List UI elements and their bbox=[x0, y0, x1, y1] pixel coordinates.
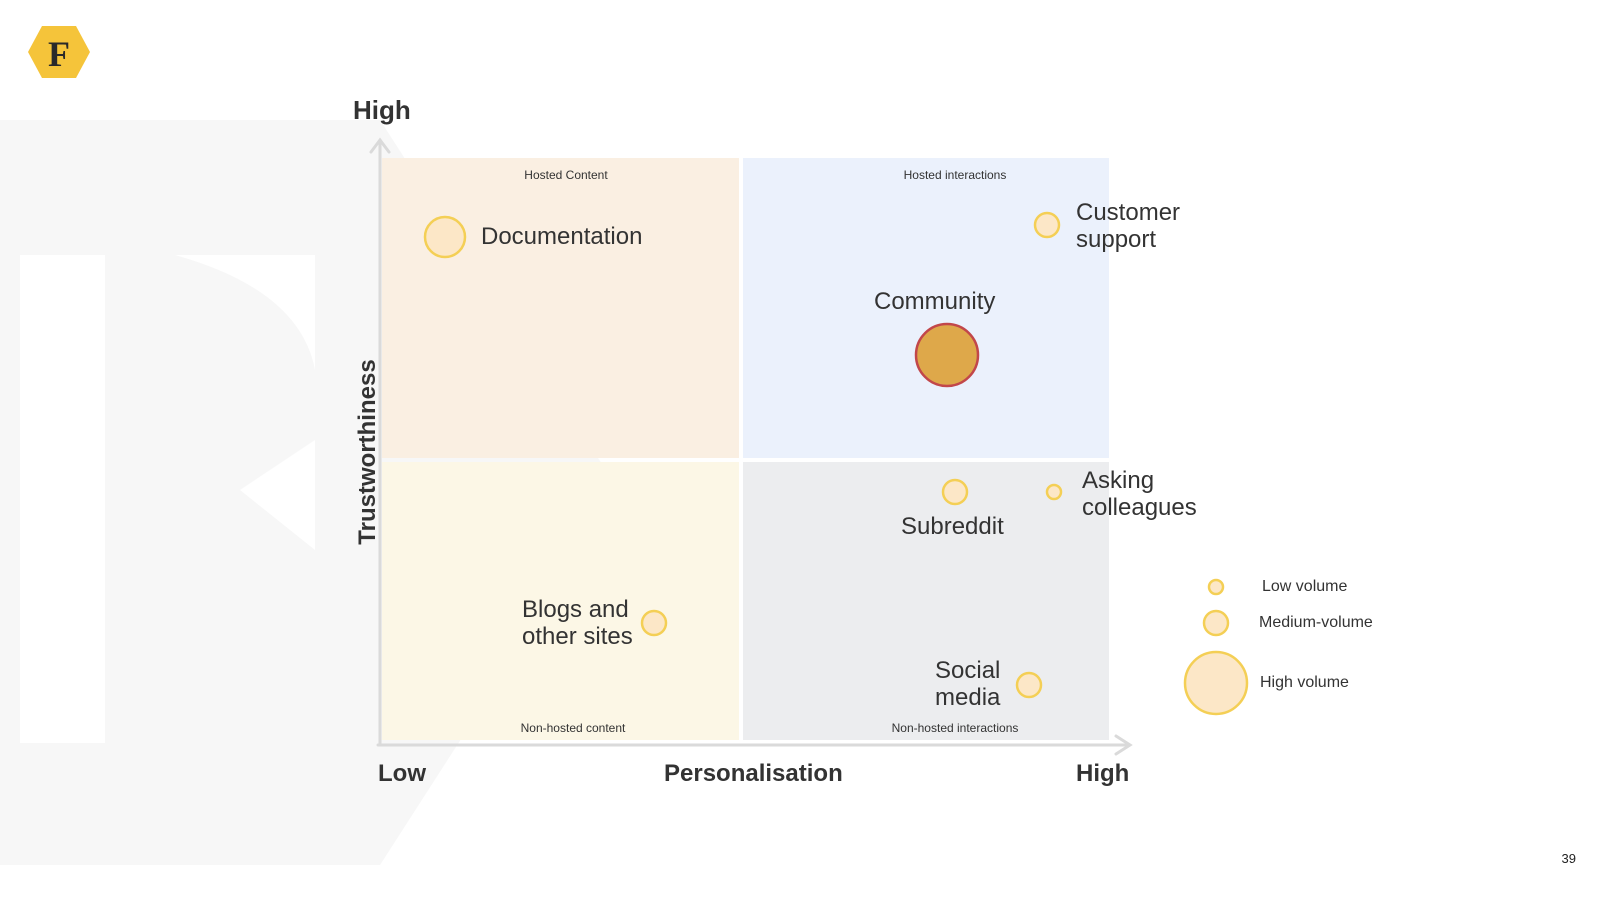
y-axis-arrow bbox=[369, 137, 391, 747]
legend-label-high: High volume bbox=[1260, 674, 1349, 691]
bubble-documentation bbox=[423, 215, 467, 259]
item-label-line: other sites bbox=[522, 623, 633, 650]
item-label-customer-support: Customer support bbox=[1076, 199, 1180, 253]
quadrant-top-left bbox=[382, 158, 739, 458]
logo-letter: F bbox=[48, 34, 70, 74]
quadrant-label-hosted-content: Hosted Content bbox=[524, 168, 608, 182]
item-label-documentation: Documentation bbox=[481, 223, 643, 250]
legend-bubble-high bbox=[1183, 650, 1249, 716]
quadrant-top-right bbox=[743, 158, 1109, 458]
quadrant-label-hosted-interactions: Hosted interactions bbox=[903, 168, 1007, 182]
legend-bubble-medium bbox=[1202, 609, 1230, 637]
legend-bubble-low bbox=[1207, 578, 1225, 596]
item-label-line: Social bbox=[935, 657, 1001, 684]
legend-label-low: Low volume bbox=[1262, 578, 1348, 595]
item-label-blogs: Blogs and other sites bbox=[522, 596, 633, 650]
item-label-line: Customer bbox=[1076, 199, 1181, 226]
item-label-line: media bbox=[935, 684, 1001, 711]
x-axis-title: Personalisation bbox=[664, 760, 843, 787]
bubble-subreddit bbox=[941, 478, 969, 506]
y-axis-high-label: High bbox=[353, 95, 411, 125]
brand-logo: F bbox=[28, 26, 90, 78]
bubble-social-media bbox=[1015, 671, 1043, 699]
x-axis-arrow bbox=[376, 734, 1133, 756]
quadrant-label-non-hosted-interactions: Non-hosted interactions bbox=[891, 721, 1019, 735]
quadrant-bottom-right bbox=[743, 462, 1109, 740]
bubble-customer-support bbox=[1033, 211, 1061, 239]
item-label-asking-colleagues: Asking colleagues bbox=[1082, 467, 1197, 521]
item-label-social-media: Social media bbox=[935, 657, 1000, 711]
quadrant-label-non-hosted-content: Non-hosted content bbox=[520, 721, 626, 735]
item-label-community: Community bbox=[874, 288, 996, 315]
x-axis-low-label: Low bbox=[378, 760, 426, 787]
quadrant-bottom-left bbox=[382, 462, 739, 740]
bubble-blogs bbox=[640, 609, 668, 637]
legend-label-medium: Medium-volume bbox=[1259, 614, 1373, 631]
item-label-line: Blogs and bbox=[522, 596, 629, 623]
item-label-subreddit: Subreddit bbox=[901, 513, 1004, 540]
bubble-asking-colleagues bbox=[1045, 483, 1063, 501]
item-label-line: Asking bbox=[1082, 467, 1155, 494]
x-axis-high-label: High bbox=[1076, 760, 1130, 787]
y-axis-title: Trustworthiness bbox=[354, 359, 381, 545]
bubble-community bbox=[914, 322, 980, 388]
page-number: 39 bbox=[1561, 851, 1576, 866]
item-label-line: support bbox=[1076, 226, 1157, 253]
item-label-line: colleagues bbox=[1082, 494, 1197, 521]
